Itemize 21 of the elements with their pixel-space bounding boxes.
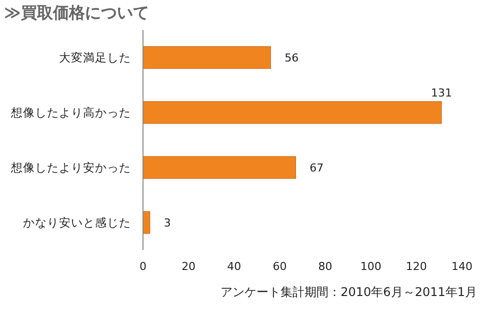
data-label: 67 bbox=[310, 162, 324, 174]
x-tick-label: 120 bbox=[406, 260, 427, 273]
chart-title: ≫買取価格について bbox=[4, 3, 149, 22]
bar bbox=[142, 46, 271, 69]
text: アンケート集計期間：2010年6月～2011年1月 bbox=[220, 285, 477, 299]
y-tick-label: 大変満足した bbox=[59, 50, 131, 64]
data-label: 56 bbox=[284, 52, 299, 64]
bar bbox=[142, 156, 296, 179]
x-tick-label: 60 bbox=[272, 260, 287, 273]
data-label: 3 bbox=[164, 216, 171, 230]
bar bbox=[142, 101, 442, 124]
x-tick-label: 40 bbox=[227, 260, 242, 273]
x-tick-label: 140 bbox=[452, 260, 472, 273]
x-tick-label: 80 bbox=[318, 260, 332, 273]
x-tick-label: 100 bbox=[360, 260, 382, 273]
x-tick-label: 0 bbox=[140, 260, 146, 273]
y-tick-label: 想像したより高かった bbox=[10, 106, 131, 120]
y-tick-label: かなり安いと感じた bbox=[23, 216, 131, 230]
y-tick-label: 想像したより安かった bbox=[10, 160, 131, 174]
data-label: 131 bbox=[430, 86, 452, 100]
x-tick-label: 20 bbox=[182, 260, 196, 273]
